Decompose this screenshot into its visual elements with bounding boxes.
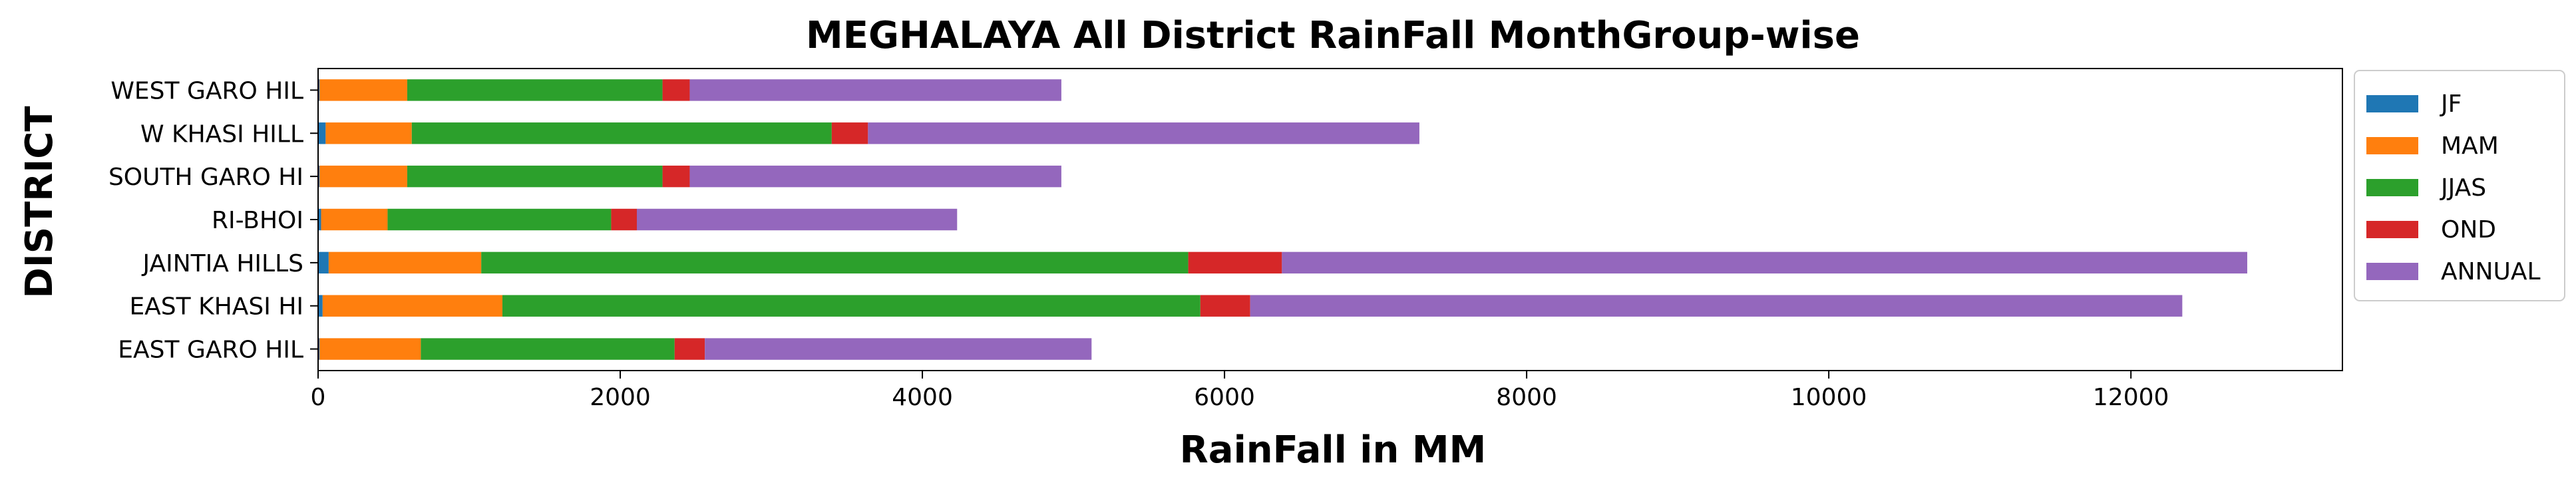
bar-ond-jaintia-hills <box>1189 252 1282 273</box>
y-tick-label: EAST KHASI HI <box>129 293 303 321</box>
y-tick-label: RI-BHOI <box>212 207 303 234</box>
x-axis-label: RainFall in MM <box>1180 428 1487 472</box>
x-tick-label: 2000 <box>590 384 651 411</box>
bar-mam-jaintia-hills <box>329 252 481 273</box>
bar-ond-east-garo-hil <box>675 338 705 359</box>
bar-ond-west-garo-hil <box>663 79 690 100</box>
x-tick-label: 0 <box>311 384 326 411</box>
bar-jjas-east-garo-hil <box>421 338 674 359</box>
y-tick-labels: EAST GARO HIL EAST KHASI HI JAINTIA HILLS R… <box>108 77 318 363</box>
bar-mam-ri-bhoi <box>321 209 388 230</box>
legend-swatch-ond <box>2366 221 2418 238</box>
bar-annual-east-garo-hil <box>705 338 1091 359</box>
bar-jf-w-khasi-hill <box>318 122 325 144</box>
chart-title: MEGHALAYA All District RainFall MonthGro… <box>806 14 1860 57</box>
bar-mam-south-garo-hi <box>319 166 407 187</box>
bar-ond-w-khasi-hill <box>832 122 868 144</box>
bar-jjas-west-garo-hil <box>407 79 663 100</box>
bar-annual-east-khasi-hi <box>1250 295 2183 317</box>
legend-label-mam: MAM <box>2441 132 2499 160</box>
bar-mam-east-garo-hil <box>319 338 421 359</box>
x-tick-label: 6000 <box>1194 384 1255 411</box>
bar-jjas-ri-bhoi <box>387 209 611 230</box>
bars-group <box>318 79 2247 360</box>
bar-annual-west-garo-hil <box>689 79 1061 100</box>
bar-annual-jaintia-hills <box>1282 252 2247 273</box>
legend-swatch-annual <box>2366 263 2418 280</box>
x-tick-label: 12000 <box>2093 384 2169 411</box>
legend-label-jf: JF <box>2440 90 2462 118</box>
legend-swatch-jjas <box>2366 179 2418 196</box>
y-tick-label: W KHASI HILL <box>140 120 303 148</box>
x-tick-label: 4000 <box>892 384 953 411</box>
legend: JF MAM JJAS OND ANNUAL <box>2354 71 2565 301</box>
bar-jf-east-khasi-hi <box>318 295 323 317</box>
y-tick-label: EAST GARO HIL <box>118 337 303 364</box>
bar-ond-east-khasi-hi <box>1200 295 1250 317</box>
bar-mam-east-khasi-hi <box>323 295 502 317</box>
y-tick-label: SOUTH GARO HI <box>108 164 303 191</box>
bar-mam-w-khasi-hill <box>325 122 411 144</box>
bar-annual-w-khasi-hill <box>868 122 1419 144</box>
bar-annual-ri-bhoi <box>637 209 957 230</box>
bar-ond-south-garo-hi <box>663 166 690 187</box>
x-tick-label: 8000 <box>1496 384 1557 411</box>
bar-jjas-w-khasi-hill <box>412 122 832 144</box>
y-axis-label: DISTRICT <box>18 106 61 298</box>
y-tick-label: WEST GARO HIL <box>110 77 303 104</box>
bar-mam-west-garo-hil <box>319 79 407 100</box>
bar-jjas-east-khasi-hi <box>502 295 1200 317</box>
bar-annual-south-garo-hi <box>689 166 1061 187</box>
legend-swatch-mam <box>2366 137 2418 154</box>
bar-jjas-south-garo-hi <box>407 166 663 187</box>
bar-ond-ri-bhoi <box>611 209 637 230</box>
bar-jjas-jaintia-hills <box>481 252 1188 273</box>
bar-jf-jaintia-hills <box>318 252 329 273</box>
legend-swatch-jf <box>2366 95 2418 112</box>
legend-label-jjas: JJAS <box>2440 174 2486 202</box>
x-axis-ticks: 0 2000 4000 6000 8000 10000 12000 <box>311 371 2169 411</box>
legend-label-ond: OND <box>2441 216 2496 244</box>
legend-label-annual: ANNUAL <box>2441 258 2541 285</box>
y-tick-label: JAINTIA HILLS <box>142 250 304 277</box>
x-tick-label: 10000 <box>1791 384 1867 411</box>
